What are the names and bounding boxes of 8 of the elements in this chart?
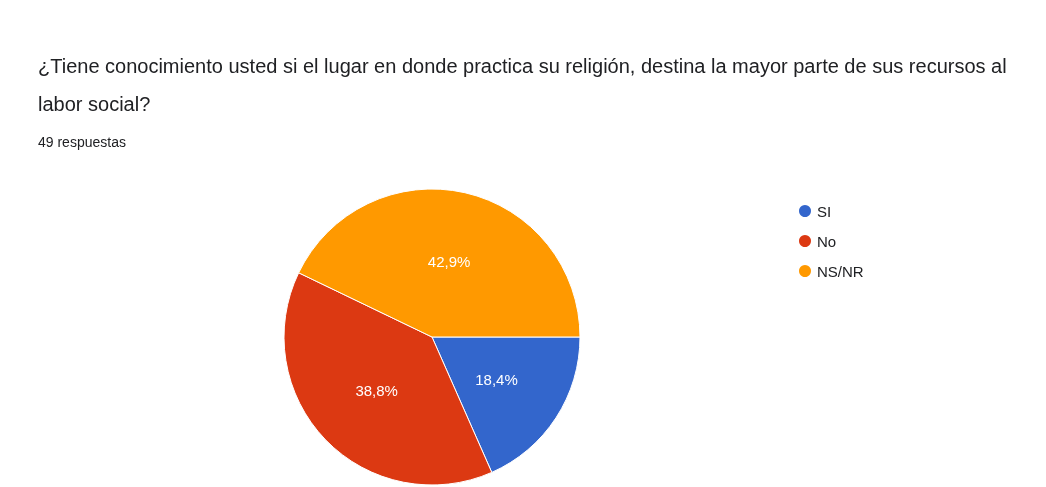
data-label: 18,4% (475, 370, 518, 388)
text: 49 respuestas (38, 134, 126, 150)
chart-title: ¿Tiene conocimiento usted si el lugar en donde practica su religión, destina la mayor parte de sus recursos al labor social? (38, 55, 1013, 115)
legend-label: No (817, 232, 837, 250)
legend-label: SI (817, 202, 832, 220)
data-label: 38,8% (355, 382, 398, 400)
data-label: 42,9% (427, 253, 471, 271)
legend-label: NS/NR (817, 262, 864, 280)
